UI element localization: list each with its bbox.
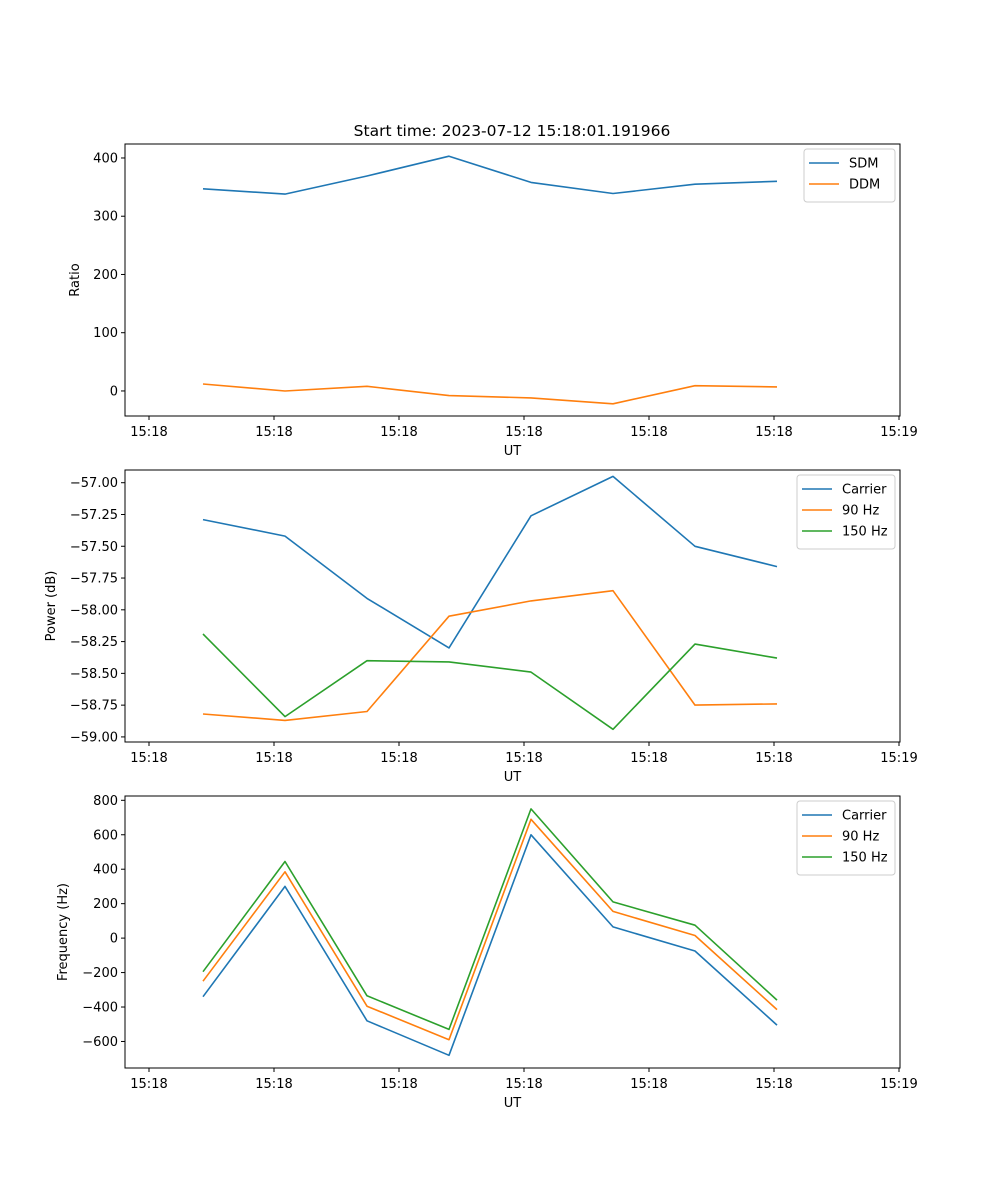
power-legend-label: Carrier bbox=[842, 483, 887, 498]
power-xtick-label: 15:18 bbox=[630, 751, 667, 766]
frequency-xlabel: UT bbox=[504, 1096, 522, 1111]
ratio-xlabel: UT bbox=[504, 444, 522, 459]
power-series-carrier bbox=[202, 475, 778, 649]
power-ytick-label: −57.50 bbox=[70, 540, 118, 555]
ratio-xtick-label: 15:18 bbox=[255, 425, 292, 440]
power-ylabel: Power (dB) bbox=[44, 571, 59, 642]
frequency-xtick-label: 15:18 bbox=[380, 1077, 417, 1092]
frequency-ytick-label: −200 bbox=[82, 966, 118, 981]
frequency-ytick-label: 400 bbox=[93, 863, 118, 878]
frequency-xtick-label: 15:19 bbox=[880, 1077, 917, 1092]
ratio-ytick-label: 0 bbox=[110, 384, 118, 399]
ratio-legend-label: DDM bbox=[849, 178, 880, 193]
ratio-ylabel: Ratio bbox=[68, 263, 83, 296]
frequency-series-carrier bbox=[202, 833, 778, 1057]
frequency-ytick-label: −400 bbox=[82, 1001, 118, 1016]
power-series-90-hz bbox=[202, 589, 778, 722]
ratio-ytick-label: 100 bbox=[93, 326, 118, 341]
power-xtick-label: 15:19 bbox=[880, 751, 917, 766]
frequency-axes-frame bbox=[124, 795, 901, 1069]
ratio-xtick-label: 15:18 bbox=[630, 425, 667, 440]
frequency-legend-label: 90 Hz bbox=[842, 830, 879, 845]
ratio-xtick-label: 15:18 bbox=[380, 425, 417, 440]
power-xtick-label: 15:18 bbox=[380, 751, 417, 766]
frequency-ytick-label: 600 bbox=[93, 828, 118, 843]
power-xtick-label: 15:18 bbox=[255, 751, 292, 766]
frequency-xtick-label: 15:18 bbox=[755, 1077, 792, 1092]
frequency-ytick-label: 0 bbox=[110, 932, 118, 947]
power-xtick-label: 15:18 bbox=[505, 751, 542, 766]
power-ytick-label: −58.25 bbox=[70, 635, 118, 650]
ratio-legend-label: SDM bbox=[849, 157, 878, 172]
ratio-xtick-label: 15:19 bbox=[880, 425, 917, 440]
ratio-xtick-label: 15:18 bbox=[505, 425, 542, 440]
frequency-xtick-label: 15:18 bbox=[630, 1077, 667, 1092]
ratio-xtick-label: 15:18 bbox=[130, 425, 167, 440]
frequency-xtick-label: 15:18 bbox=[255, 1077, 292, 1092]
power-legend-label: 90 Hz bbox=[842, 504, 879, 519]
power-axes-frame bbox=[124, 469, 901, 743]
power-ytick-label: −58.00 bbox=[70, 603, 118, 618]
power-xtick-label: 15:18 bbox=[130, 751, 167, 766]
ratio-panel: 0 100 200 300 400 15:18 15:18 15:18 15:18 15:18 15… bbox=[68, 143, 918, 459]
frequency-legend-label: 150 Hz bbox=[842, 851, 888, 866]
frequency-xtick-label: 15:18 bbox=[130, 1077, 167, 1092]
ratio-ytick-label: 300 bbox=[93, 210, 118, 225]
frequency-ytick-label: −600 bbox=[82, 1035, 118, 1050]
ratio-series-ddm bbox=[202, 383, 778, 405]
power-ytick-label: −58.75 bbox=[70, 699, 118, 714]
ratio-ytick-label: 200 bbox=[93, 268, 118, 283]
power-ytick-label: −59.00 bbox=[70, 730, 118, 745]
frequency-series-150-hz bbox=[202, 808, 778, 1031]
power-panel: −59.00 −58.75 −58.50 −58.25 −58.00 −57.75 −57.… bbox=[44, 469, 918, 785]
ratio-axes-frame bbox=[124, 143, 901, 417]
power-xlabel: UT bbox=[504, 770, 522, 785]
power-xtick-label: 15:18 bbox=[755, 751, 792, 766]
power-ytick-label: −58.50 bbox=[70, 667, 118, 682]
power-ytick-label: −57.00 bbox=[70, 476, 118, 491]
figure-title: Start time: 2023-07-12 15:18:01.191966 bbox=[354, 122, 671, 140]
ratio-series-sdm bbox=[202, 155, 778, 195]
power-ytick-label: −57.75 bbox=[70, 572, 118, 587]
frequency-legend-label: Carrier bbox=[842, 809, 887, 824]
frequency-series-90-hz bbox=[202, 818, 778, 1041]
frequency-xtick-label: 15:18 bbox=[505, 1077, 542, 1092]
power-legend-label: 150 Hz bbox=[842, 525, 888, 540]
frequency-ytick-label: 200 bbox=[93, 897, 118, 912]
frequency-panel: −600 −400 −200 0 200 400 600 800 15:18 15:18 15:18… bbox=[56, 794, 918, 1111]
power-ytick-label: −57.25 bbox=[70, 508, 118, 523]
frequency-ytick-label: 800 bbox=[93, 794, 118, 809]
power-series-150-hz bbox=[202, 633, 778, 731]
frequency-ylabel: Frequency (Hz) bbox=[56, 883, 71, 981]
ratio-xtick-label: 15:18 bbox=[755, 425, 792, 440]
ratio-ytick-label: 400 bbox=[93, 151, 118, 166]
